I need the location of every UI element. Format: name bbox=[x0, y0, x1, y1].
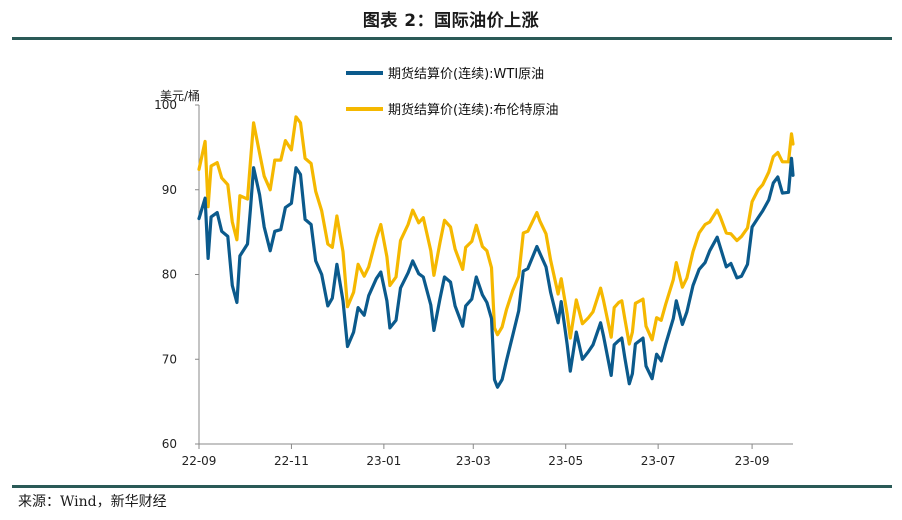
top-rule bbox=[12, 37, 892, 40]
x-tick-label: 23-03 bbox=[456, 454, 491, 468]
figure-title: 图表 2：国际油价上涨 bbox=[362, 11, 540, 31]
source-note: 来源：Wind，新华财经 bbox=[18, 494, 167, 510]
legend-label-0: 期货结算价(连续):WTI原油 bbox=[388, 66, 544, 82]
y-tick-label: 60 bbox=[162, 437, 177, 451]
oil-price-chart: 60 70 80 90 100 22-09 22-11 23-01 23-03 23-05 23-… bbox=[154, 66, 795, 468]
legend-label-1: 期货结算价(连续):布伦特原油 bbox=[388, 102, 559, 118]
x-axis: 22-09 22-11 23-01 23-03 23-05 23-07 23-09 bbox=[182, 443, 793, 468]
x-tick-label: 23-09 bbox=[735, 454, 770, 468]
x-tick-label: 23-05 bbox=[548, 454, 583, 468]
x-tick-label: 22-11 bbox=[274, 454, 309, 468]
y-tick-label: 90 bbox=[162, 183, 177, 197]
x-tick-label: 22-09 bbox=[182, 454, 217, 468]
x-tick-label: 23-07 bbox=[641, 454, 676, 468]
bottom-rule bbox=[12, 485, 892, 488]
series-line-1 bbox=[197, 115, 795, 346]
y-tick-label: 100 bbox=[154, 98, 177, 112]
y-axis-label: 美元/桶 bbox=[160, 88, 200, 103]
y-tick-label: 70 bbox=[162, 352, 177, 366]
x-tick-label: 23-01 bbox=[366, 454, 401, 468]
series-line-0 bbox=[197, 156, 795, 389]
y-tick-label: 80 bbox=[162, 268, 177, 282]
y-axis: 60 70 80 90 100 bbox=[154, 98, 200, 451]
series-layer bbox=[197, 115, 795, 389]
